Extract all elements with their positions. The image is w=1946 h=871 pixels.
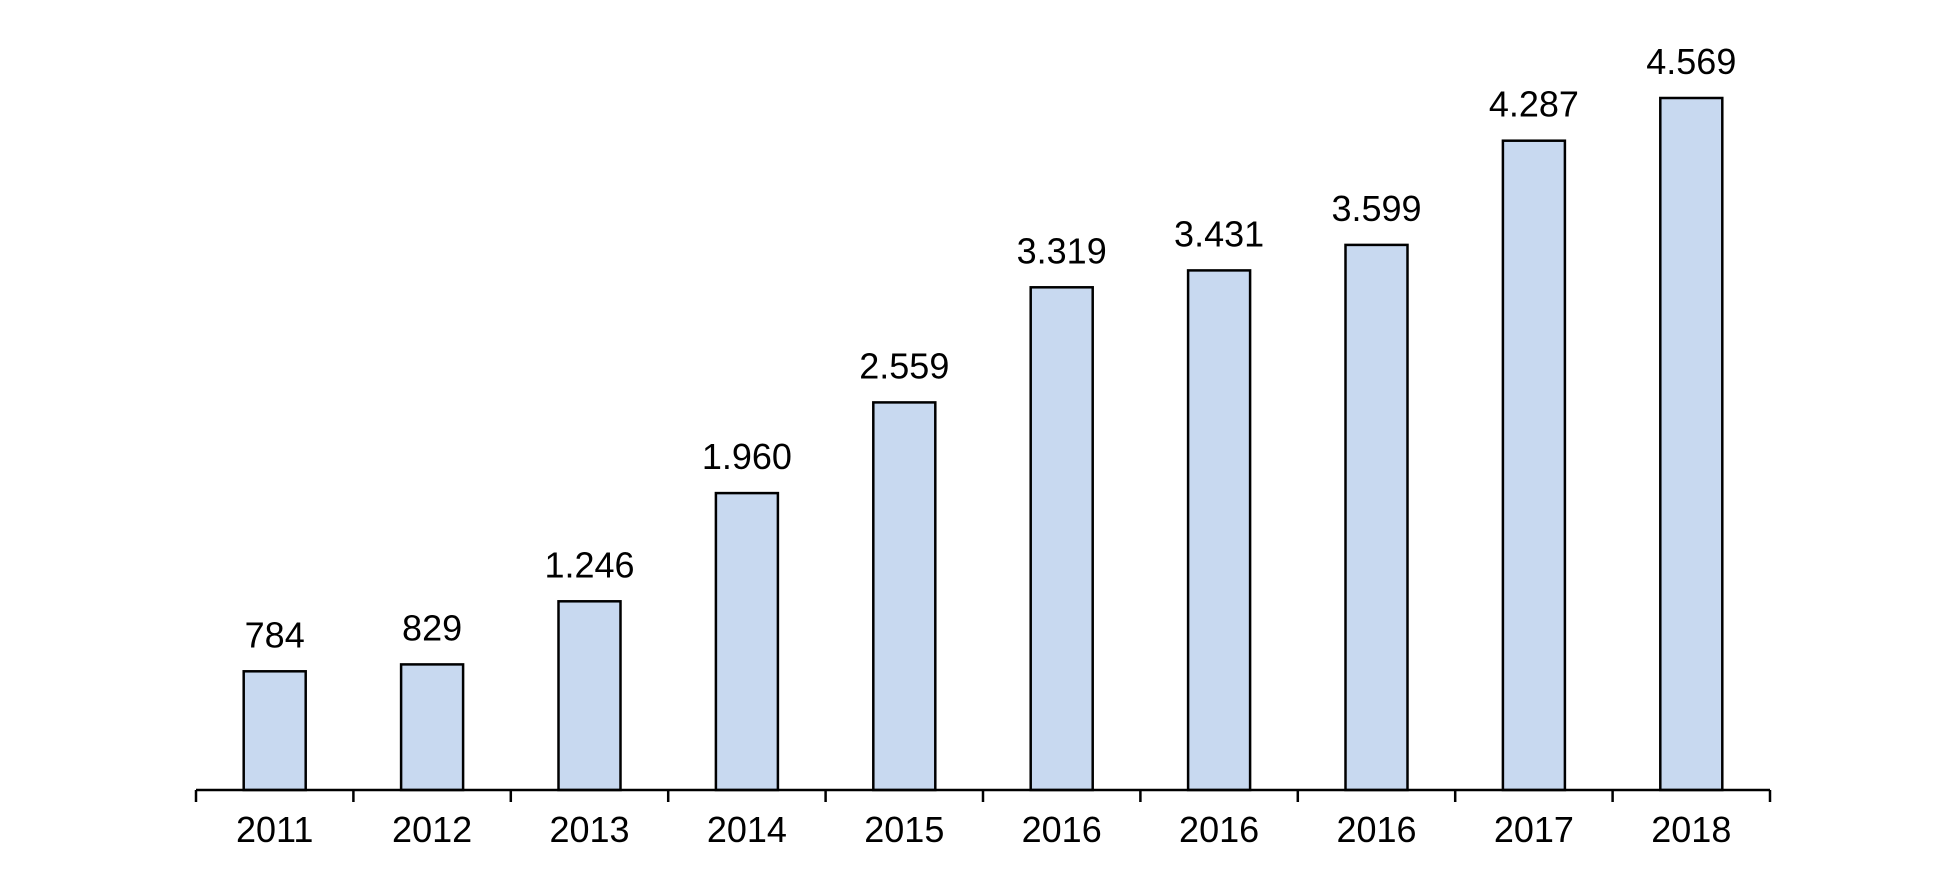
data-label: 1.246 xyxy=(544,544,634,585)
bar-2016-5 xyxy=(1029,286,1094,792)
x-tick-label: 2016 xyxy=(1179,809,1259,850)
data-label: 4.569 xyxy=(1646,41,1736,82)
bar-2016-6 xyxy=(1186,269,1252,792)
bar-2018-9 xyxy=(1659,96,1724,792)
x-tick-label: 2016 xyxy=(1336,809,1416,850)
x-tick-labels: 2011 2012 2013 2014 2015 2016 2016 2016 2017 2018 xyxy=(236,809,1731,850)
bar-2015-4 xyxy=(872,401,937,792)
data-label: 829 xyxy=(402,607,462,648)
data-label: 3.431 xyxy=(1174,213,1264,254)
x-axis xyxy=(194,788,1772,802)
data-label: 784 xyxy=(245,614,305,655)
bar-2013-2 xyxy=(557,600,622,792)
data-label: 3.319 xyxy=(1017,230,1107,271)
data-label: 2.559 xyxy=(859,345,949,386)
bar-2012-1 xyxy=(399,663,465,792)
bars-layer xyxy=(242,96,1724,792)
data-label: 1.960 xyxy=(702,436,792,477)
x-tick-label: 2014 xyxy=(707,809,787,850)
data-labels: 784 829 1.246 1.960 2.559 3.319 3.431 3.599 4.28… xyxy=(245,41,1737,655)
data-label: 4.287 xyxy=(1489,84,1579,125)
x-tick-label: 2017 xyxy=(1494,809,1574,850)
bar-2014-3 xyxy=(714,491,780,792)
x-tick-label: 2012 xyxy=(392,809,472,850)
x-tick-label: 2013 xyxy=(549,809,629,850)
x-tick-label: 2011 xyxy=(236,809,313,850)
bar-2016-7 xyxy=(1344,243,1409,792)
data-label: 3.599 xyxy=(1331,188,1421,229)
bar-2011-0 xyxy=(242,670,307,792)
x-tick-label: 2018 xyxy=(1651,809,1731,850)
x-tick-label: 2015 xyxy=(864,809,944,850)
x-tick-label: 2016 xyxy=(1022,809,1102,850)
bar-2017-8 xyxy=(1501,139,1567,792)
